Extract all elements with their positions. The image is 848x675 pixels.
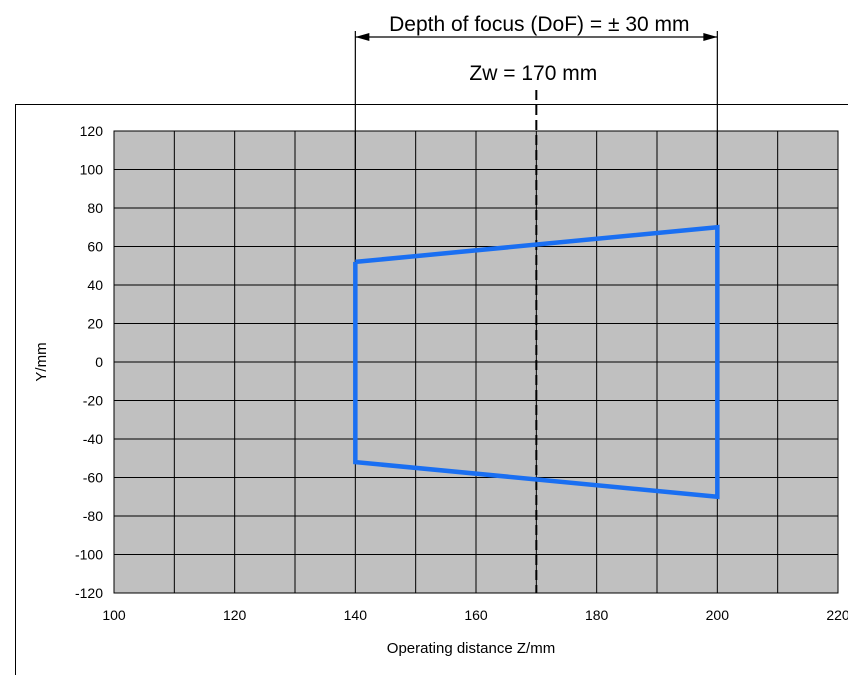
y-tick-label: 120	[80, 123, 104, 139]
series-group	[353, 224, 720, 500]
y-tick-label: 60	[87, 239, 103, 255]
annotations: Depth of focus (DoF) = ± 30 mm Zw = 170 …	[354, 13, 718, 593]
y-tick-label: 40	[87, 277, 103, 293]
y-tick-label: -20	[83, 393, 103, 409]
dof-annotation-text: Depth of focus (DoF) = ± 30 mm	[389, 13, 689, 36]
x-tick-label: 120	[223, 607, 247, 623]
y-tick-label: 0	[95, 354, 103, 370]
y-tick-label: -120	[75, 585, 103, 601]
dof-arrowhead-right	[703, 33, 718, 41]
y-tick-label: 100	[80, 162, 104, 178]
y-tick-label: -100	[75, 547, 103, 563]
x-tick-label: 200	[706, 607, 730, 623]
y-tick-labels: 120 100 80 60 40 20 0 -20 -40 -60 -80 -100 -120	[75, 123, 103, 601]
y-tick-label: 80	[87, 200, 103, 216]
y-tick-label: -80	[83, 508, 103, 524]
x-tick-label: 180	[585, 607, 609, 623]
x-tick-label: 140	[344, 607, 368, 623]
series-line	[353, 224, 720, 500]
plot-border	[113, 130, 839, 594]
x-axis-label: Operating distance Z/mm	[387, 640, 555, 657]
dof-arrowhead-left	[355, 33, 370, 41]
x-tick-labels: 100 120 140 160 180 200 220	[102, 607, 848, 623]
x-tick-label: 220	[826, 607, 848, 623]
y-tick-label: -40	[83, 431, 103, 447]
x-tick-label: 100	[102, 607, 126, 623]
y-tick-label: -60	[83, 470, 103, 486]
y-axis-label: Y/mm	[33, 342, 50, 381]
y-tick-label: 20	[87, 316, 103, 332]
zw-annotation-text: Zw = 170 mm	[469, 62, 597, 85]
x-tick-label: 160	[464, 607, 488, 623]
